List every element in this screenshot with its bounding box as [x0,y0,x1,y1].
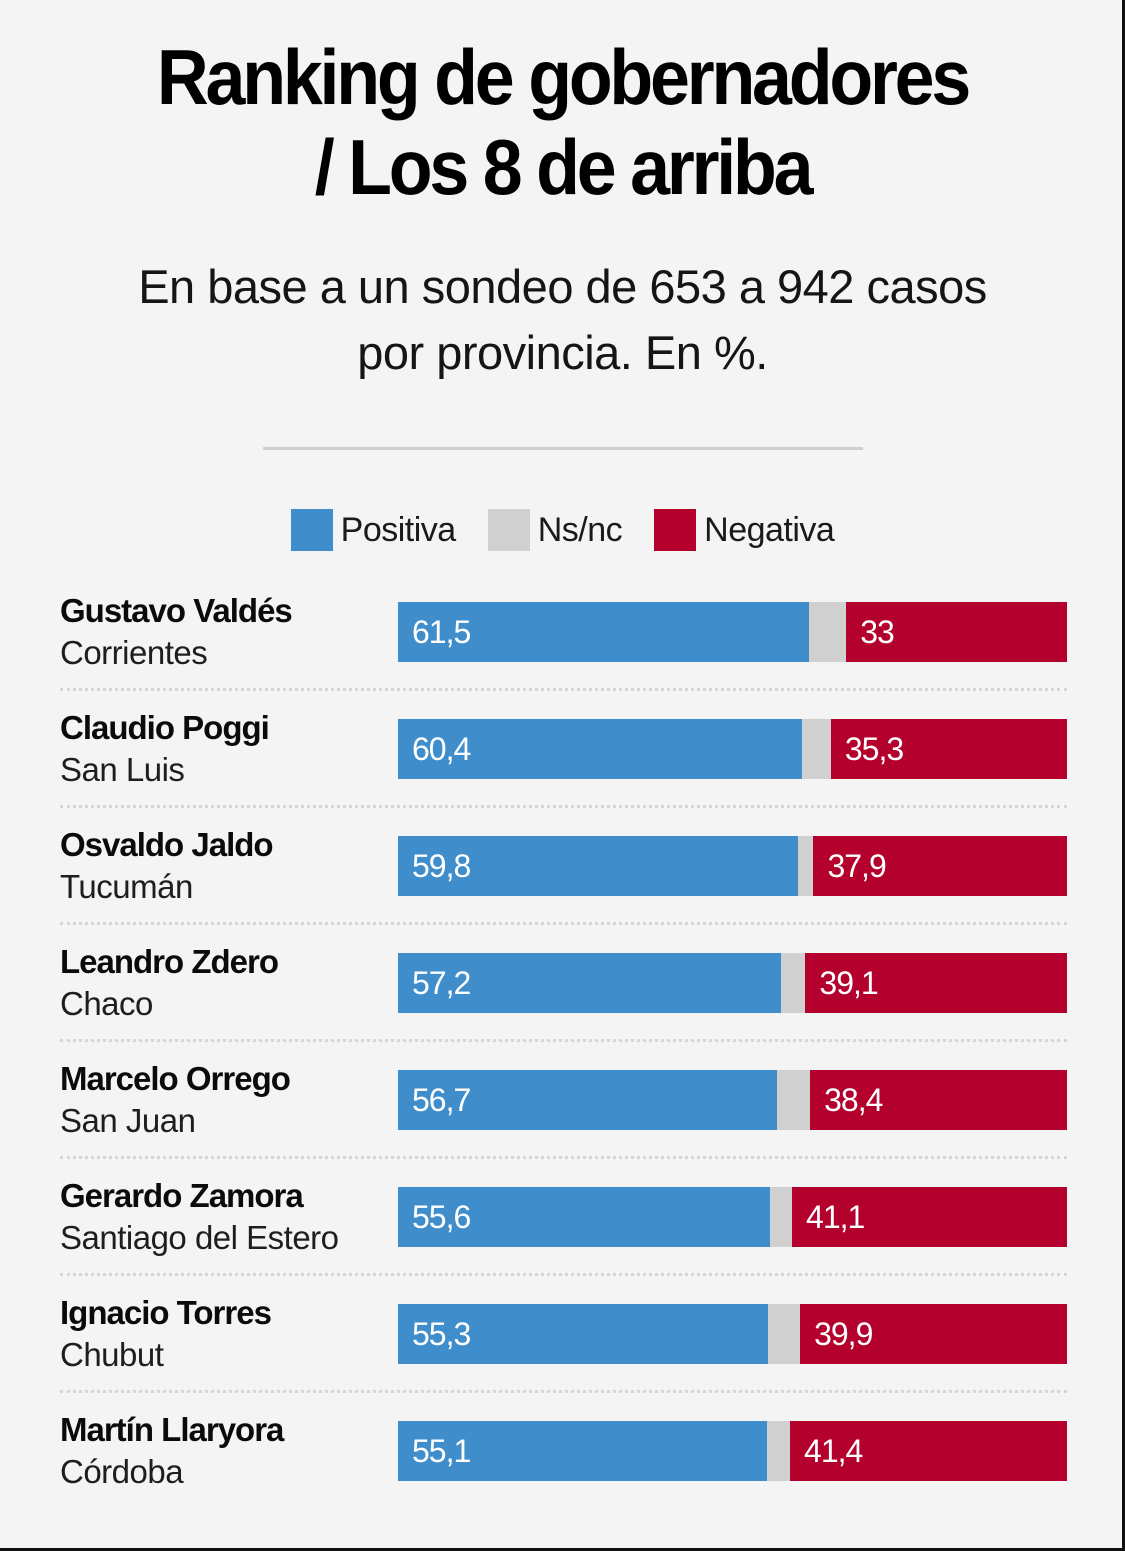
governor-name: Osvaldo Jaldo [60,826,274,863]
province-name: Santiago del Estero [60,1219,339,1256]
chart-row: Ignacio Torres Chubut 55,3 39,9 [60,1276,1067,1393]
bar-positive: 55,1 [398,1421,767,1481]
governor-name: Marcelo Orrego [60,1060,291,1097]
legend: Positiva Ns/nc Negativa [0,509,1125,551]
row-separator [60,922,1067,925]
legend-label-positive: Positiva [340,510,457,549]
bar-nsnc: 59,8 37,9 [398,836,1067,896]
bar-negative: 37,9 [813,836,1067,896]
legend-item-negative: Negativa [654,509,835,551]
bar-negative: 38,4 [810,1070,1067,1130]
chart-subtitle: En base a un sondeo de 653 a 942 casos p… [0,254,1125,386]
data-label-positive: 55,1 [412,1433,471,1469]
data-label-positive: 57,2 [412,965,471,1001]
legend-item-positive: Positiva [290,509,457,551]
bar-positive: 60,4 [398,719,803,779]
bar-nsnc: 55,6 41,1 [398,1187,1067,1247]
chart-row: Martín Llaryora Córdoba 55,1 41,4 [60,1393,1067,1510]
bar-nsnc: 56,7 38,4 [398,1070,1067,1130]
row-separator [60,1156,1067,1159]
legend-swatch-negative [654,509,697,551]
province-name: San Juan [60,1102,196,1139]
legend-label-negative: Negativa [704,510,835,549]
bar-negative: 39,1 [805,953,1067,1013]
bar-negative: 39,9 [800,1304,1067,1364]
data-label-negative: 39,9 [814,1316,873,1352]
chart-row: Gerardo Zamora Santiago del Estero 55,6 41,… [60,1159,1067,1276]
data-label-negative: 39,1 [819,965,878,1001]
chart-row: Gustavo Valdés Corrientes 61,5 33 [60,574,1067,691]
row-separator [60,1390,1067,1393]
governor-name: Ignacio Torres [60,1294,272,1331]
province-name: Chaco [60,985,153,1022]
bar-positive: 59,8 [398,836,799,896]
data-label-negative: 38,4 [824,1082,883,1118]
governor-name: Gerardo Zamora [60,1177,304,1214]
data-label-negative: 37,9 [827,848,886,884]
data-label-positive: 55,6 [412,1199,471,1235]
chart-title: Ranking de gobernadores / Los 8 de arrib… [45,32,1080,212]
bar-positive: 57,2 [398,953,781,1013]
data-label-positive: 59,8 [412,848,471,884]
bar-nsnc: 55,3 39,9 [398,1304,1067,1364]
data-label-positive: 60,4 [412,731,471,767]
bar-negative: 35,3 [830,719,1067,779]
row-separator [60,1273,1067,1276]
legend-item-nsnc: Ns/nc [487,509,623,551]
divider [263,447,863,450]
data-label-positive: 55,3 [412,1316,471,1352]
province-name: Tucumán [60,868,193,905]
province-name: San Luis [60,751,185,788]
province-name: Chubut [60,1336,164,1373]
data-label-negative: 35,3 [844,731,904,767]
chart-row: Claudio Poggi San Luis 60,4 35,3 [60,691,1067,808]
bar-positive: 56,7 [398,1070,778,1130]
data-label-positive: 61,5 [412,614,471,650]
legend-swatch-nsnc [487,509,530,551]
governor-name: Leandro Zdero [60,943,279,980]
chart-row: Marcelo Orrego San Juan 56,7 38,4 [60,1042,1067,1159]
bar-positive: 61,5 [398,602,810,662]
bar-negative: 41,1 [792,1187,1067,1247]
bar-positive: 55,3 [398,1304,768,1364]
bar-negative: 33 [846,602,1067,662]
row-separator [60,805,1067,808]
data-label-positive: 56,7 [412,1082,471,1118]
bar-nsnc: 55,1 41,4 [398,1421,1067,1481]
bar-nsnc: 61,5 33 [398,602,1067,662]
chart-row: Leandro Zdero Chaco 57,2 39,1 [60,925,1067,1042]
bar-nsnc: 60,4 35,3 [398,719,1067,779]
chart-rows: Gustavo Valdés Corrientes 61,5 33 Claudio Po… [60,574,1067,1510]
subtitle-line-2: por provincia. En %. [357,326,768,379]
bar-positive: 55,6 [398,1187,770,1247]
row-separator [60,1039,1067,1042]
province-name: Corrientes [60,634,208,671]
province-name: Córdoba [60,1453,184,1490]
chart-row: Osvaldo Jaldo Tucumán 59,8 37,9 [60,808,1067,925]
data-label-negative: 41,4 [804,1433,863,1469]
title-line-1: Ranking de gobernadores [156,33,971,121]
legend-swatch-positive [290,509,333,551]
governor-name: Gustavo Valdés [60,592,293,629]
subtitle-line-1: En base a un sondeo de 653 a 942 casos [138,260,987,313]
title-line-2: / Los 8 de arriba [314,123,814,211]
data-label-negative: 33 [860,614,895,650]
legend-label-nsnc: Ns/nc [537,510,623,549]
data-label-negative: 41,1 [806,1199,865,1235]
governor-name: Claudio Poggi [60,709,270,746]
bar-negative: 41,4 [790,1421,1067,1481]
governor-name: Martín Llaryora [60,1411,284,1448]
row-separator [60,688,1067,691]
bar-nsnc: 57,2 39,1 [398,953,1067,1013]
